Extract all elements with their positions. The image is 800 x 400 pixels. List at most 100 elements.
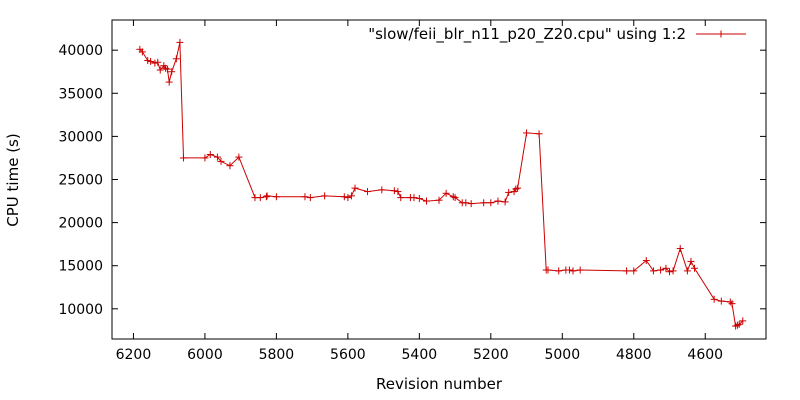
- x-tick-label: 6000: [187, 347, 223, 363]
- x-tick-label: 5200: [473, 347, 509, 363]
- y-tick-label: 10000: [58, 302, 103, 318]
- data-point: [657, 266, 665, 274]
- y-tick-label: 15000: [58, 259, 103, 275]
- data-point: [151, 59, 159, 67]
- data-point: [147, 57, 155, 65]
- data-point: [691, 264, 699, 272]
- data-point: [217, 157, 225, 165]
- data-point: [555, 267, 563, 275]
- data-point: [168, 68, 176, 76]
- data-point: [487, 199, 495, 207]
- data-point: [514, 184, 522, 192]
- data-point: [728, 300, 736, 308]
- x-tick-label: 4600: [687, 347, 723, 363]
- data-point: [394, 188, 402, 196]
- data-point: [262, 193, 270, 201]
- data-point: [462, 199, 470, 207]
- data-point: [523, 129, 531, 137]
- x-axis-title: Revision number: [376, 375, 503, 393]
- data-point: [630, 267, 638, 275]
- data-point: [623, 267, 631, 275]
- y-tick-label: 25000: [58, 173, 103, 189]
- data-point: [683, 267, 691, 275]
- y-tick-label: 40000: [58, 43, 103, 59]
- data-point: [649, 267, 657, 275]
- data-point: [344, 194, 352, 202]
- data-point: [390, 187, 398, 195]
- data-point: [156, 66, 164, 74]
- data-point: [544, 266, 552, 274]
- data-point: [263, 192, 271, 200]
- data-point: [206, 150, 214, 158]
- data-point: [213, 153, 221, 161]
- x-axis: 6200 6000 5800 5600 5400 5200 5000 4800 4600: [116, 20, 723, 363]
- x-tick-label: 4800: [616, 347, 652, 363]
- data-point: [710, 295, 718, 303]
- data-point: [676, 244, 684, 252]
- data-point: [733, 321, 741, 329]
- data-point: [163, 65, 171, 73]
- data-point: [176, 38, 184, 46]
- data-point: [569, 267, 577, 275]
- data-point: [501, 198, 509, 206]
- data-point: [172, 55, 180, 63]
- data-point: [512, 185, 520, 193]
- data-point: [179, 154, 187, 162]
- data-point: [739, 317, 747, 325]
- data-point: [642, 257, 650, 265]
- data-point: [449, 193, 457, 201]
- x-tick-label: 6200: [116, 347, 152, 363]
- series-group: [136, 38, 747, 330]
- data-point: [717, 297, 725, 305]
- data-point: [480, 199, 488, 207]
- legend-label: "slow/feii_blr_n11_p20_Z20.cpu" using 1:…: [368, 25, 686, 44]
- data-point: [451, 194, 459, 202]
- data-point: [364, 188, 372, 196]
- y-axis-title: CPU time (s): [4, 133, 22, 226]
- data-point: [165, 78, 173, 86]
- data-point: [256, 194, 264, 202]
- data-point: [201, 154, 209, 162]
- data-point: [535, 130, 543, 138]
- data-point: [144, 57, 152, 65]
- data-point: [687, 257, 695, 265]
- data-point: [732, 322, 740, 330]
- series-line: [139, 42, 744, 327]
- legend-marker: [717, 30, 725, 38]
- y-tick-label: 30000: [58, 129, 103, 145]
- data-point: [397, 194, 405, 202]
- data-point: [154, 58, 162, 66]
- data-point: [321, 192, 329, 200]
- data-point: [138, 48, 146, 56]
- data-point: [347, 192, 355, 200]
- data-point: [235, 153, 243, 161]
- x-tick-label: 5000: [544, 347, 580, 363]
- data-point: [422, 197, 430, 205]
- y-tick-label: 20000: [58, 216, 103, 232]
- y-tick-label: 35000: [58, 86, 103, 102]
- data-point: [378, 186, 386, 194]
- legend: "slow/feii_blr_n11_p20_Z20.cpu" using 1:…: [368, 25, 746, 44]
- y-axis: 10000 15000 20000 25000 30000 35000 40000: [58, 43, 766, 318]
- data-point: [726, 298, 734, 306]
- x-tick-label: 5600: [330, 347, 366, 363]
- data-point: [669, 267, 677, 275]
- data-point: [467, 200, 475, 208]
- data-point: [735, 320, 743, 328]
- data-point: [162, 64, 170, 72]
- data-point: [306, 194, 314, 202]
- data-point: [301, 193, 309, 201]
- x-tick-label: 5400: [402, 347, 438, 363]
- data-point: [505, 188, 513, 196]
- data-point: [494, 197, 502, 205]
- data-point: [565, 266, 573, 274]
- x-tick-label: 5800: [259, 347, 295, 363]
- data-point: [576, 266, 584, 274]
- data-point: [415, 194, 423, 202]
- data-point: [272, 193, 280, 201]
- data-point: [435, 196, 443, 204]
- data-point: [666, 268, 674, 276]
- plot-frame: [111, 19, 767, 340]
- data-point: [662, 264, 670, 272]
